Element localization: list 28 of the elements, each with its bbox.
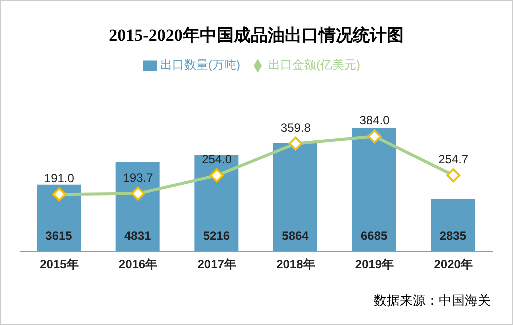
- source-note: 数据来源：中国海关: [374, 292, 491, 310]
- bar: [37, 184, 81, 252]
- data-label: 2835: [440, 229, 467, 243]
- data-label: 4831: [124, 229, 152, 243]
- x-tick-label: 2019年: [355, 258, 394, 272]
- data-label: 254.0: [202, 152, 232, 167]
- chart-title: 2015-2020年中国成品油出口情况统计图: [108, 25, 405, 47]
- data-label: 254.7: [438, 152, 469, 166]
- x-tick-label: 2020年: [434, 258, 473, 272]
- data-label: 5864: [282, 229, 310, 243]
- data-label: 193.7: [123, 170, 154, 185]
- bar: [352, 128, 396, 252]
- data-label: 6685: [360, 229, 388, 243]
- data-label: 384.0: [360, 114, 390, 128]
- bar: [431, 199, 476, 252]
- bar: [116, 162, 160, 252]
- data-label: 3615: [46, 229, 73, 243]
- data-label: 191.0: [44, 172, 75, 186]
- bar: [194, 155, 239, 252]
- x-tick-label: 2017年: [198, 258, 236, 272]
- legend-label: 出口数量(万吨): [160, 58, 240, 72]
- x-tick-label: 2018年: [276, 258, 316, 272]
- x-tick-label: 2015年: [40, 258, 79, 272]
- x-tick-label: 2016年: [118, 258, 158, 272]
- data-label: 5216: [203, 229, 230, 243]
- data-label: 359.8: [280, 120, 312, 135]
- bar: [274, 143, 318, 252]
- legend-label: 出口金额(亿美元): [268, 58, 360, 72]
